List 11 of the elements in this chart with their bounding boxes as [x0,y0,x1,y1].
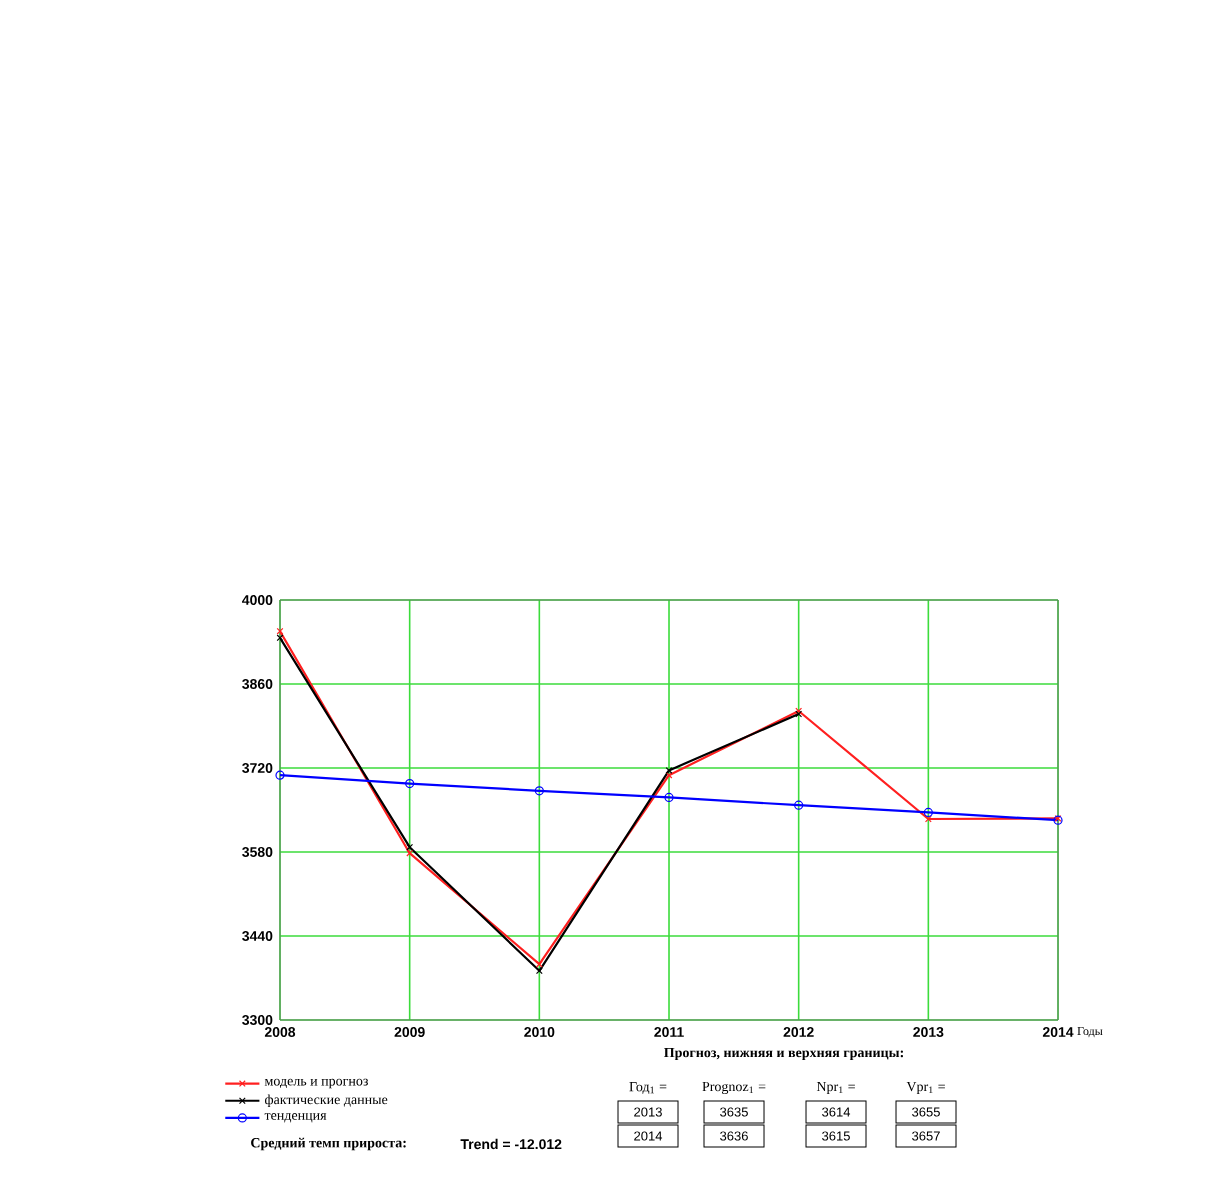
point [406,843,414,851]
point [794,800,804,810]
point [535,967,543,975]
point [665,766,673,774]
point [924,815,932,823]
point [405,779,415,789]
point [534,786,544,796]
point [923,807,933,817]
point [535,960,543,968]
point [406,849,414,857]
point [664,792,674,803]
